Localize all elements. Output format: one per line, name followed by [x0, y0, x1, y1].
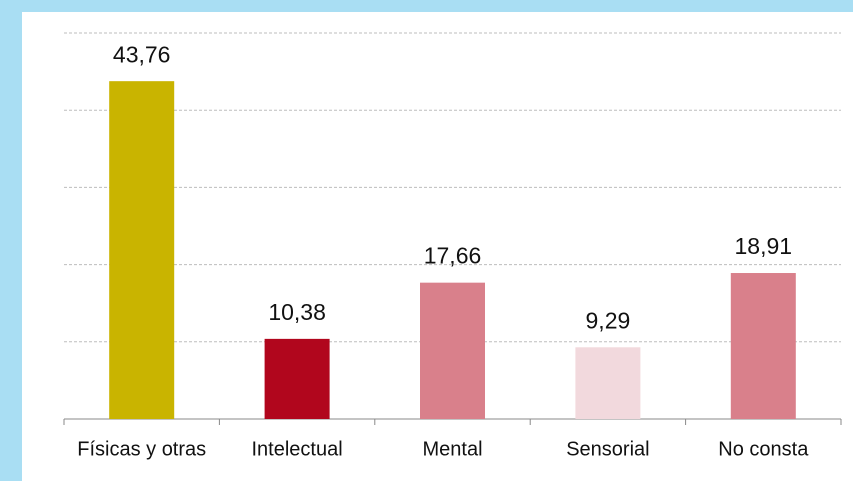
value-label: 43,76 [113, 41, 171, 67]
x-tick-label: Mental [422, 438, 482, 460]
bar [730, 273, 796, 419]
value-label: 10,38 [268, 299, 326, 325]
value-label: 9,29 [586, 307, 631, 333]
bar [264, 338, 330, 419]
x-tick-label: Sensorial [566, 438, 649, 460]
bar [109, 81, 175, 420]
bar [575, 347, 641, 419]
x-tick-label: No consta [718, 438, 809, 460]
value-label: 18,91 [735, 233, 793, 259]
bar [420, 282, 485, 419]
x-tick-label: Intelectual [252, 438, 343, 460]
x-tick-label: Físicas y otras [77, 438, 206, 460]
value-label: 17,66 [424, 243, 482, 269]
